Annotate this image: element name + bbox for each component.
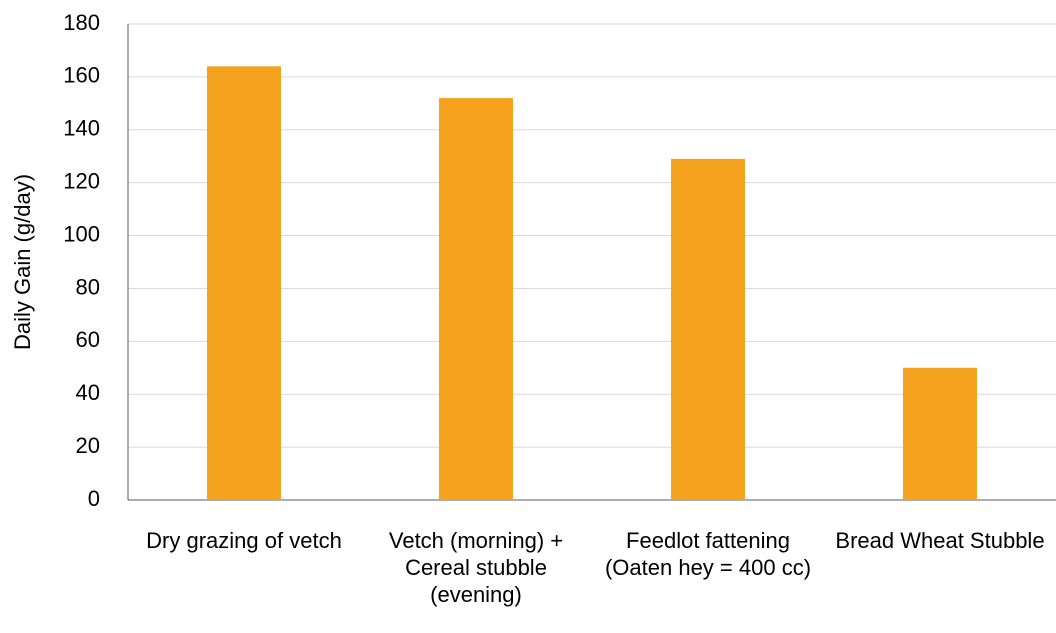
y-tick-label: 0 [88, 486, 100, 511]
y-tick-label: 40 [76, 380, 100, 405]
x-tick-label: Dry grazing of vetch [146, 528, 342, 553]
y-tick-label: 20 [76, 433, 100, 458]
x-tick-label: Bread Wheat Stubble [835, 528, 1045, 553]
y-tick-label: 100 [63, 221, 100, 246]
y-tick-label: 60 [76, 327, 100, 352]
y-tick-label: 180 [63, 10, 100, 35]
bar [671, 158, 745, 500]
y-axis-label: Daily Gain (g/day) [10, 174, 35, 350]
bar [439, 98, 513, 501]
bar [903, 367, 977, 500]
x-tick-label: Feedlot fattening (Oaten hey = 400 cc) [604, 528, 812, 580]
y-tick-label: 160 [63, 63, 100, 88]
x-tick-label: Vetch (morning) + Cereal stubble (evenin… [388, 528, 564, 607]
y-tick-label: 80 [76, 274, 100, 299]
y-tick-label: 120 [63, 168, 100, 193]
bar [207, 66, 281, 501]
y-tick-label: 140 [63, 116, 100, 141]
